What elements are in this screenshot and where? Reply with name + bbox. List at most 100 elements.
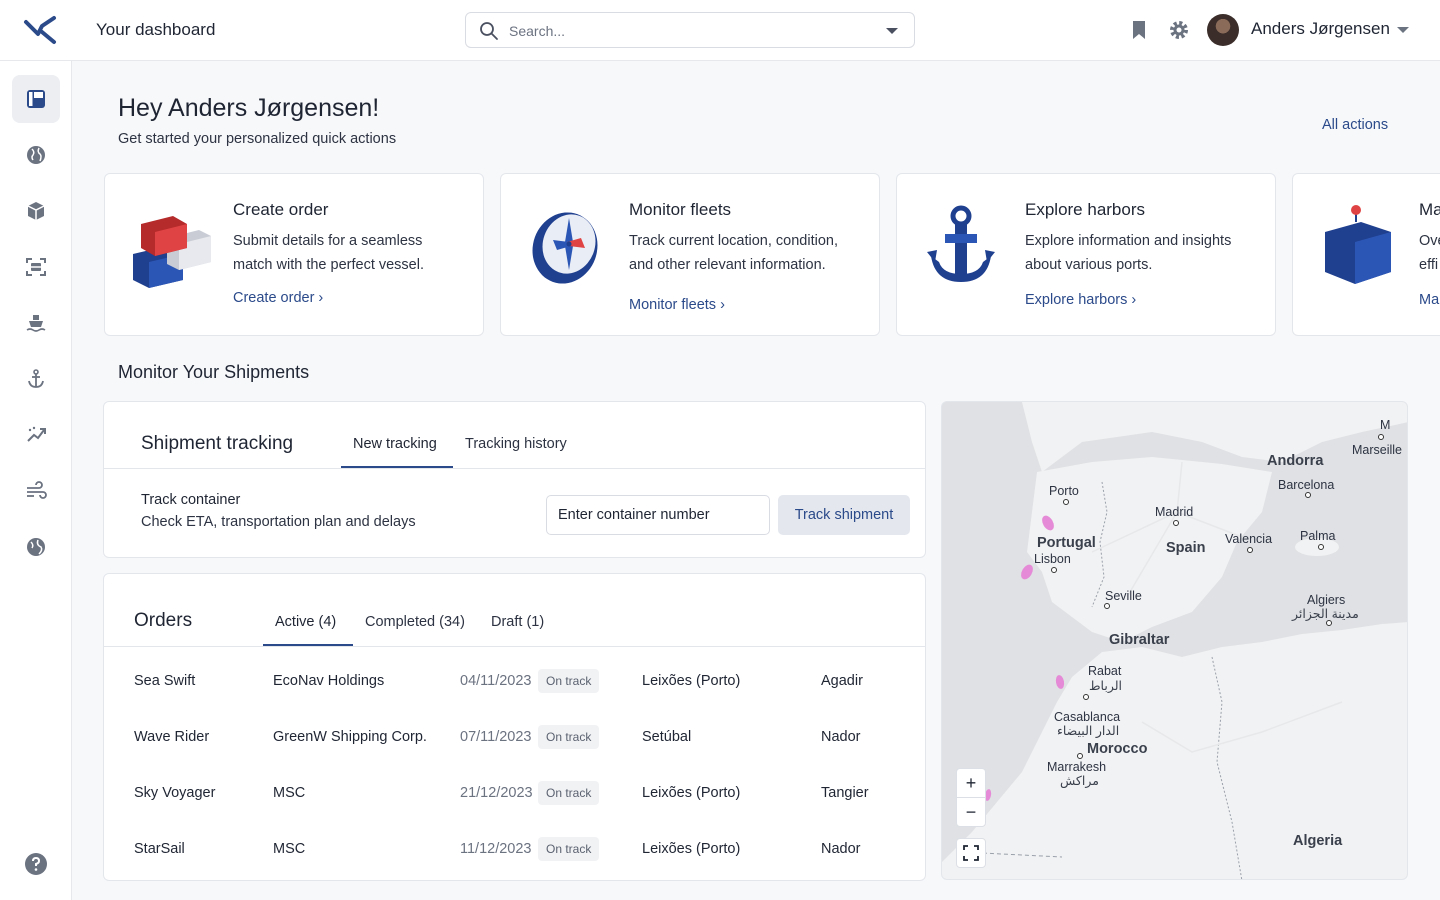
card-create-order[interactable]: Create order Submit details for a seamle… <box>104 173 484 336</box>
app-logo-icon[interactable] <box>22 14 62 46</box>
map-label: Madrid <box>1155 505 1194 519</box>
sidebar-item-wind[interactable] <box>12 467 60 515</box>
divider <box>104 468 925 469</box>
help-icon[interactable] <box>24 852 48 876</box>
origin-port: Leixões (Porto) <box>642 673 741 689</box>
card-link[interactable]: Ma <box>1419 292 1440 308</box>
map-label: M <box>1380 418 1391 432</box>
shipment-tracking-panel: Shipment tracking New tracking Tracking … <box>103 401 926 558</box>
city-dot <box>1305 492 1311 498</box>
city-dot <box>1051 567 1057 573</box>
company-name: MSC <box>273 841 306 857</box>
card-partial[interactable]: Ma Ove effi Ma <box>1292 173 1440 336</box>
map-label: الدار البيضاء <box>1057 724 1120 738</box>
user-name[interactable]: Anders Jørgensen <box>1251 19 1390 38</box>
map-label: مدينة الجزائر <box>1292 607 1359 621</box>
section-title: Monitor Your Shipments <box>118 362 310 382</box>
table-row[interactable]: Wave Rider GreenW Shipping Corp. 07/11/2… <box>104 709 925 765</box>
map-base <box>942 402 1407 879</box>
status-badge: On track <box>538 781 600 805</box>
search-bar[interactable] <box>465 12 915 48</box>
table-row[interactable]: Sky Voyager MSC 21/12/2023 On track Leix… <box>104 765 925 821</box>
map-label: Portugal <box>1037 535 1096 551</box>
card-explore-harbors[interactable]: Explore harbors Explore information and … <box>896 173 1276 336</box>
vessel-name: Wave Rider <box>134 729 210 745</box>
sidebar-item-ship[interactable] <box>12 299 60 347</box>
divider <box>104 646 925 647</box>
map-label: مراكش <box>1060 774 1099 788</box>
zoom-out-button[interactable]: − <box>956 797 986 827</box>
avatar[interactable] <box>1207 14 1239 46</box>
all-actions-link[interactable]: All actions <box>1322 117 1389 133</box>
sidebar-item-globe[interactable] <box>12 131 60 179</box>
table-row[interactable]: StarSail MSC 11/12/2023 On track Leixões… <box>104 821 925 877</box>
map-label: Gibraltar <box>1109 632 1170 648</box>
search-dropdown-icon[interactable] <box>886 28 898 34</box>
destination-port: Tangier <box>821 785 869 801</box>
container-number-input[interactable] <box>546 495 770 535</box>
map-label: Lisbon <box>1034 552 1071 566</box>
tab-completed[interactable]: Completed (34) <box>365 614 465 630</box>
map-label: Porto <box>1049 484 1079 498</box>
table-row[interactable]: Sea Swift EcoNav Holdings 04/11/2023 On … <box>104 653 925 709</box>
card-monitor-fleets[interactable]: Monitor fleets Track current location, c… <box>500 173 880 336</box>
scan-icon <box>26 258 46 276</box>
shipment-map[interactable]: M Marseille Andorra Barcelona Porto Madr… <box>941 401 1408 880</box>
explore-harbors-link[interactable]: Explore harbors › <box>1025 292 1137 308</box>
user-menu-chevron-icon[interactable] <box>1397 27 1409 33</box>
sidebar-item-explore[interactable] <box>12 523 60 571</box>
package-icon <box>27 202 45 220</box>
globe-icon <box>27 146 45 164</box>
sidebar-item-scan[interactable] <box>12 243 60 291</box>
gear-icon[interactable] <box>1168 19 1190 41</box>
active-tab-indicator <box>341 466 453 468</box>
map-label: Algeria <box>1293 833 1343 849</box>
tab-active[interactable]: Active (4) <box>275 614 337 630</box>
create-order-link[interactable]: Create order › <box>233 290 324 306</box>
tab-new-tracking[interactable]: New tracking <box>353 436 437 452</box>
app-title: Your dashboard <box>96 20 216 39</box>
vessel-name: Sky Voyager <box>134 785 216 801</box>
ship-icon <box>26 315 46 332</box>
page-subtitle: Get started your personalized quick acti… <box>118 131 397 147</box>
explore-globe-icon <box>27 538 45 556</box>
destination-port: Nador <box>821 841 861 857</box>
orders-panel: Orders Active (4) Completed (34) Draft (… <box>103 573 926 881</box>
search-icon <box>480 22 498 40</box>
status-badge: On track <box>538 837 600 861</box>
sidebar <box>0 61 72 900</box>
top-bar: Your dashboard Anders Jørgensen <box>0 0 1440 61</box>
active-tab-indicator <box>263 644 353 646</box>
city-dot <box>1063 499 1069 505</box>
city-dot <box>1326 620 1332 626</box>
sidebar-item-analytics[interactable] <box>12 411 60 459</box>
origin-port: Leixões (Porto) <box>642 841 741 857</box>
track-shipment-button[interactable]: Track shipment <box>778 495 910 535</box>
card-description: Explore information and insights about v… <box>1025 233 1232 273</box>
map-label: Spain <box>1166 540 1206 556</box>
card-description: Track current location, condition, and o… <box>629 233 839 273</box>
container-crane-icon <box>1325 205 1391 284</box>
origin-port: Setúbal <box>642 729 692 745</box>
map-label: Algiers <box>1307 593 1346 607</box>
status-badge: On track <box>538 725 600 749</box>
anchor-illustration-icon <box>927 205 995 282</box>
tab-draft[interactable]: Draft (1) <box>491 614 545 630</box>
sidebar-item-package[interactable] <box>12 187 60 235</box>
sidebar-item-anchor[interactable] <box>12 355 60 403</box>
zoom-in-button[interactable]: + <box>956 768 986 798</box>
bookmark-icon[interactable] <box>1128 19 1150 41</box>
company-name: EcoNav Holdings <box>273 673 385 689</box>
city-dot <box>1104 603 1110 609</box>
search-input[interactable] <box>509 20 869 42</box>
company-name: MSC <box>273 785 306 801</box>
card-title: Explore harbors <box>1025 200 1146 219</box>
tab-tracking-history[interactable]: Tracking history <box>465 436 567 452</box>
monitor-fleets-link[interactable]: Monitor fleets › <box>629 297 725 313</box>
order-date: 07/11/2023 <box>460 729 532 745</box>
card-title: Ma <box>1419 200 1440 219</box>
sidebar-item-dashboard[interactable] <box>12 75 60 123</box>
fullscreen-button[interactable] <box>956 838 986 868</box>
track-container-label: Track container <box>141 492 241 508</box>
city-dot <box>1378 434 1384 440</box>
